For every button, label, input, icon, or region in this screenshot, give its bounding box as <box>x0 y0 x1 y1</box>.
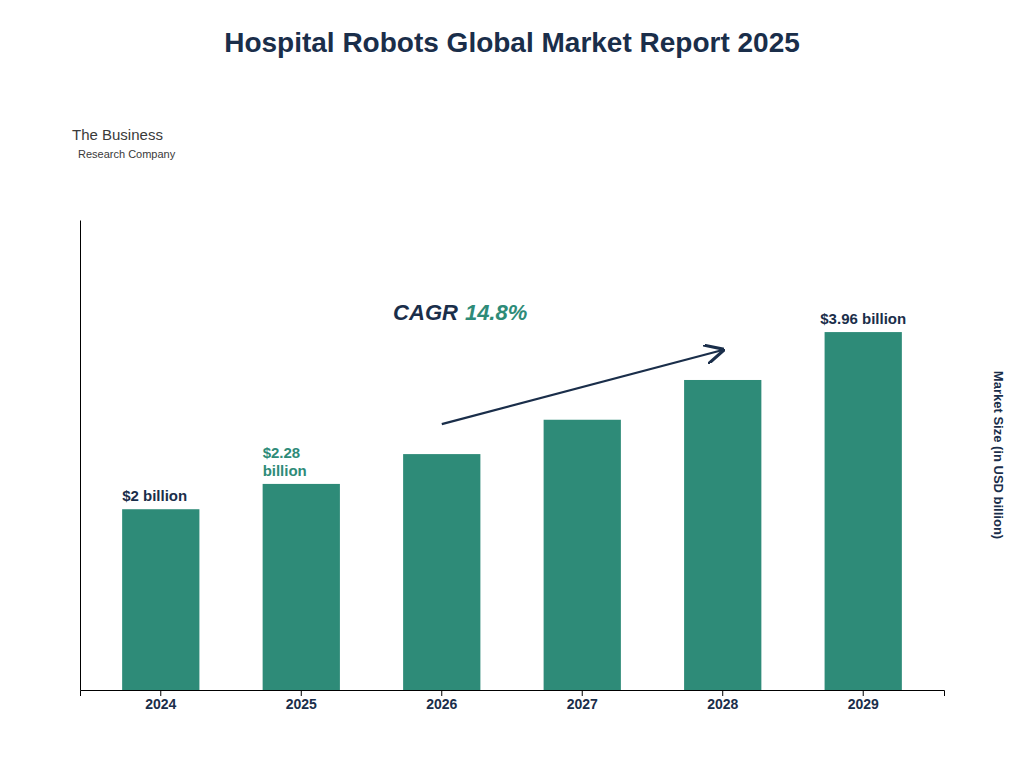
x-tick-label: 2024 <box>145 696 176 712</box>
bars <box>122 332 902 690</box>
data-label: $3.96 billion <box>820 310 906 327</box>
x-tick-label: 2026 <box>426 696 457 712</box>
logo-text: Research Company <box>78 148 176 160</box>
chart: Hospital Robots Global Market Report 202… <box>0 0 1024 768</box>
x-tick: 2028 <box>707 690 738 712</box>
y-axis-line <box>80 221 81 691</box>
x-tick: 2027 <box>567 690 598 712</box>
bar <box>122 509 199 690</box>
y-axis-title: Market Size (in USD billion) <box>991 371 1006 539</box>
annotation: 14.8% <box>465 300 527 325</box>
title: Hospital Robots Global Market Report 202… <box>224 27 800 58</box>
x-tick: 2024 <box>145 690 176 712</box>
bar <box>684 380 761 690</box>
x-tick: 2029 <box>848 690 879 712</box>
x-tick: 2025 <box>286 690 317 712</box>
x-tick-label: 2029 <box>848 696 879 712</box>
data-label: $2 billion <box>122 487 187 504</box>
x-tick-label: 2025 <box>286 696 317 712</box>
bar <box>825 332 902 690</box>
x-axis-line <box>81 691 945 697</box>
bar <box>263 484 340 690</box>
x-tick: 2026 <box>426 690 457 712</box>
x-tick-label: 2027 <box>567 696 598 712</box>
bar <box>544 420 621 690</box>
bar <box>403 454 480 690</box>
logo-text: The Business <box>72 126 163 143</box>
cagr-arrow <box>442 350 723 424</box>
x-tick-label: 2028 <box>707 696 738 712</box>
y-axis <box>80 221 81 691</box>
data-label: $2.28billion <box>263 444 307 479</box>
x-axis: 2024 2025 2026 2027 2028 2029 <box>81 690 945 712</box>
annotation: CAGR <box>393 300 458 325</box>
